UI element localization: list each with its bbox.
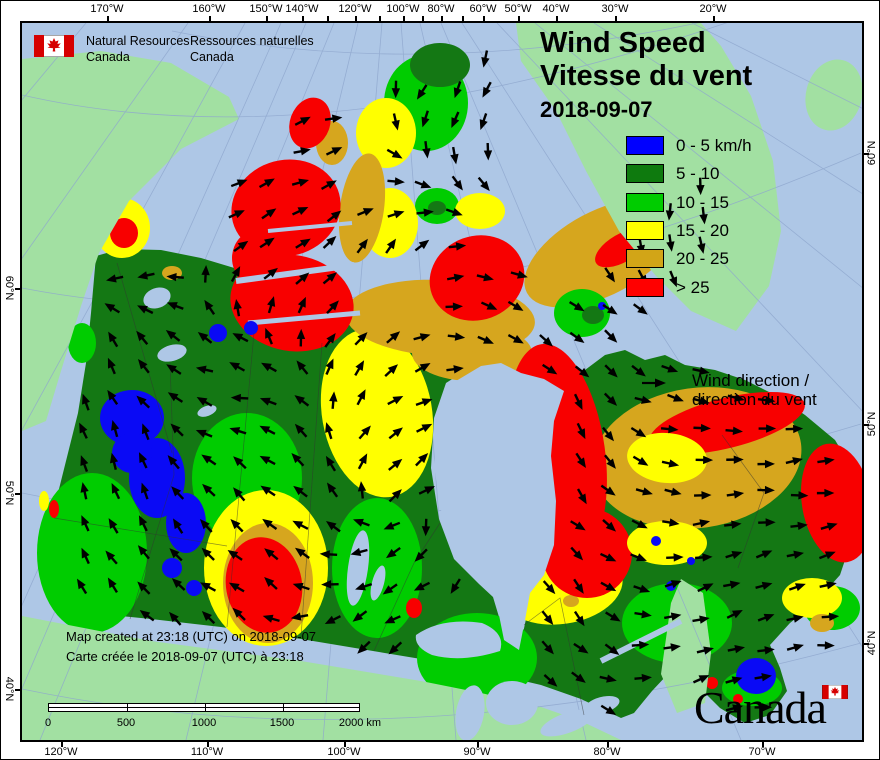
graticule-label-right: 40°N (866, 630, 878, 656)
graticule-tick-top (301, 16, 304, 22)
canada-flag-icon (34, 35, 74, 57)
graticule-tick-top (265, 16, 268, 22)
graticule-tick-bottom (343, 741, 346, 747)
graticule-tick-top (461, 16, 464, 22)
graticule-label-top: 160°W (192, 3, 226, 15)
scale-bar-graphic (48, 703, 360, 712)
graticule-label-bottom: 70°W (748, 746, 776, 758)
graticule-tick-bottom (761, 741, 764, 747)
graticule-tick-bottom (206, 741, 209, 747)
graticule-label-left: 40°N (3, 676, 15, 702)
legend-label: 15 - 20 (676, 221, 729, 240)
graticule-label-right: 60°N (866, 140, 878, 166)
logo-fr-line1: Ressources naturelles (190, 34, 314, 48)
graticule-label-top: 150°W (249, 3, 283, 15)
logo-en-line1: Natural Resources (86, 34, 190, 48)
graticule-label-top: 120°W (338, 3, 372, 15)
graticule-label-top: 60°W (469, 3, 497, 15)
legend-label: 20 - 25 (676, 249, 729, 268)
logo-fr-line2: Canada (190, 50, 234, 64)
graticule-tick-top (712, 16, 715, 22)
graticule-tick-right (863, 642, 869, 645)
graticule-label-top: 20°W (699, 3, 727, 15)
legend-swatch-green (626, 193, 664, 212)
graticule-tick-left (15, 688, 21, 691)
graticule-label-bottom: 90°W (463, 746, 491, 758)
graticule-label-bottom: 110°W (190, 746, 224, 758)
canada-wordmark: Canada (694, 683, 864, 737)
graticule-label-top: 140°W (285, 3, 319, 15)
graticule-tick-bottom (476, 741, 479, 747)
wordmark-flag-icon (822, 685, 848, 699)
graticule-tick-top (106, 16, 109, 22)
graticule-tick-top (402, 16, 405, 22)
graticule-tick-right (863, 423, 869, 426)
scale-label: 1500 (269, 717, 295, 729)
title-fr: Vitesse du vent (540, 60, 753, 92)
graticule-tick-top (354, 16, 357, 22)
legend-swatch-gold (626, 249, 664, 268)
graticule-label-top: 170°W (90, 3, 124, 15)
logo-text-en: Natural Resources Canada (86, 33, 190, 65)
graticule-tick-left (15, 287, 21, 290)
map-created-text: Map created at 23:18 (UTC) on 2018-09-07… (66, 627, 316, 667)
legend-swatch-blue (626, 136, 664, 155)
canada-wordmark-text: Canada (694, 682, 827, 733)
wind-direction-label: Wind direction / direction du vent (692, 371, 817, 409)
map-frame: Natural Resources Canada Ressources natu… (20, 21, 864, 742)
legend-label: 0 - 5 km/h (676, 136, 752, 155)
graticule-label-bottom: 120°W (44, 746, 78, 758)
graticule-label-left: 50°N (3, 480, 15, 506)
scale-label: 1000 (191, 717, 217, 729)
graticule-tick-top (482, 16, 485, 22)
scale-label: 500 (116, 717, 136, 729)
graticule-tick-bottom (60, 741, 63, 747)
map-title: Wind Speed Vitesse du vent 2018-09-07 (540, 27, 752, 125)
graticule-tick-right (863, 152, 869, 155)
graticule-label-left: 60°N (3, 275, 15, 301)
graticule-tick-top (555, 16, 558, 22)
graticule-label-top: 40°W (542, 3, 570, 15)
graticule-label-bottom: 100°W (327, 746, 361, 758)
graticule-label-right: 50°N (866, 411, 878, 437)
graticule-tick-top (208, 16, 211, 22)
graticule-tick-bottom (606, 741, 609, 747)
logo-en-line2: Canada (86, 50, 130, 64)
title-date: 2018-09-07 (540, 97, 653, 122)
wind-arrow-icon (642, 378, 666, 388)
legend-label: 5 - 10 (676, 164, 720, 183)
created-fr: Carte créée le 2018-09-07 (UTC) à 23:18 (66, 649, 304, 664)
legend-swatch-darkgreen (626, 164, 664, 183)
scale-label: 0 (44, 717, 52, 729)
graticule-tick-top (517, 16, 520, 22)
graticule-tick-top (440, 16, 443, 22)
graticule-label-top: 30°W (601, 3, 629, 15)
legend-label: 10 - 15 (676, 193, 729, 212)
graticule-label-top: 50°W (504, 3, 532, 15)
graticule-tick-left (15, 492, 21, 495)
legend-label: > 25 (676, 278, 710, 297)
wind-dir-line2: direction du vent (692, 390, 817, 409)
legend-swatch-red (626, 278, 664, 297)
scale-label: 2000 km (338, 717, 382, 729)
graticule-label-top: 100°W (386, 3, 420, 15)
graticule-label-top: 80°W (427, 3, 455, 15)
created-en: Map created at 23:18 (UTC) on 2018-09-07 (66, 629, 317, 644)
graticule-tick-top (421, 16, 424, 22)
title-en: Wind Speed (540, 27, 706, 59)
graticule-tick-top (326, 16, 329, 22)
logo-text-fr: Ressources naturelles Canada (190, 33, 314, 65)
scale-bar: 0 500 1000 1500 2000 km (44, 699, 381, 735)
graticule-tick-top (378, 16, 381, 22)
nrcan-logo: Natural Resources Canada Ressources natu… (34, 31, 364, 77)
graticule-label-bottom: 80°W (593, 746, 621, 758)
legend-swatch-yellow (626, 221, 664, 240)
graticule-tick-top (614, 16, 617, 22)
wind-dir-line1: Wind direction / (692, 371, 810, 390)
